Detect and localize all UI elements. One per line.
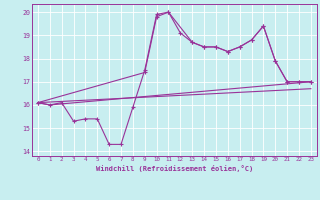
- X-axis label: Windchill (Refroidissement éolien,°C): Windchill (Refroidissement éolien,°C): [96, 165, 253, 172]
